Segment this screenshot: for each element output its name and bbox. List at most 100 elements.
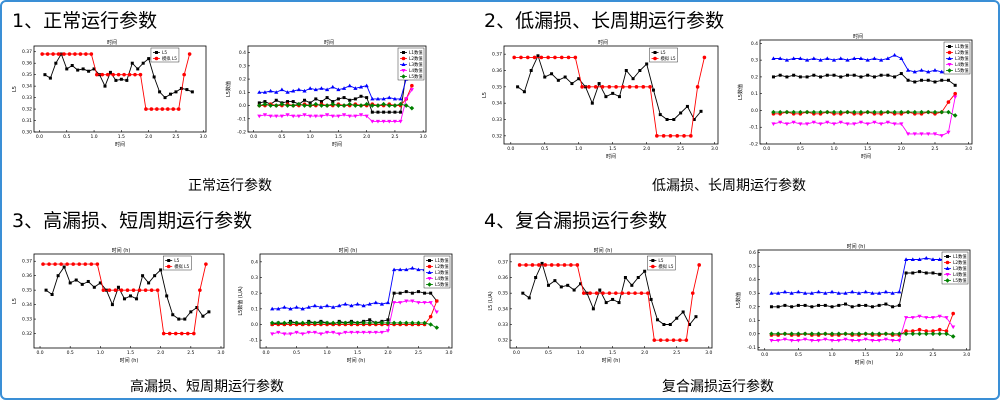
x-axis-label: 时间 (h) — [602, 357, 621, 364]
data-point — [575, 263, 580, 267]
data-point — [81, 67, 85, 71]
data-point — [899, 122, 904, 126]
data-point — [926, 69, 931, 74]
series-line — [519, 264, 700, 341]
data-point — [53, 262, 57, 266]
data-point — [771, 122, 776, 126]
data-point — [398, 267, 403, 272]
data-point — [71, 262, 76, 266]
data-point — [885, 109, 891, 115]
y-tick-label: 0.35 — [22, 288, 32, 294]
data-point — [546, 55, 550, 60]
data-point — [204, 262, 208, 266]
data-point — [771, 75, 775, 79]
data-point — [562, 263, 567, 267]
data-point — [373, 330, 378, 335]
data-point — [133, 72, 137, 77]
data-point — [877, 291, 882, 295]
series-line — [773, 93, 956, 115]
data-point — [74, 278, 78, 282]
data-point — [370, 96, 375, 101]
legend-label: L1数值 — [955, 43, 969, 50]
data-point — [953, 95, 958, 100]
data-point — [879, 122, 884, 126]
data-point — [119, 77, 123, 81]
data-point — [296, 114, 301, 119]
x-tick-label: 0.5 — [545, 350, 552, 356]
data-point — [798, 109, 803, 115]
data-point — [823, 291, 828, 295]
data-point — [662, 323, 666, 326]
data-point — [410, 83, 414, 88]
y-tick-label: 0.34 — [22, 302, 32, 308]
y-tick-label: 0.2 — [239, 77, 246, 83]
x-tick-label: 3.0 — [420, 134, 427, 140]
data-point — [905, 132, 911, 137]
x-tick-label: 2.0 — [384, 350, 391, 356]
data-point — [675, 316, 679, 320]
x-tick-label: 0.5 — [541, 146, 548, 152]
data-point — [165, 294, 169, 298]
data-point — [932, 132, 938, 137]
y-tick-label: 0.34 — [498, 306, 508, 312]
data-point — [282, 332, 287, 336]
data-point — [270, 332, 275, 336]
x-axis-label: 时间 (h) — [855, 359, 874, 366]
data-point — [588, 291, 592, 295]
data-point — [912, 132, 917, 137]
chart-title: 时间 (h) — [594, 247, 613, 254]
data-point — [684, 338, 689, 342]
data-point — [341, 86, 347, 90]
data-point — [353, 86, 358, 90]
data-point — [160, 107, 165, 111]
data-point — [946, 109, 951, 115]
series-line — [771, 257, 954, 294]
data-point — [816, 289, 821, 294]
data-point — [296, 87, 301, 92]
data-point — [391, 267, 397, 272]
data-point — [404, 290, 408, 294]
series-line — [773, 72, 956, 86]
data-point — [556, 263, 560, 267]
data-point — [843, 291, 848, 295]
data-point — [776, 291, 781, 295]
data-point — [398, 119, 403, 124]
data-point — [614, 85, 618, 89]
y-tick-label: 0.32 — [22, 107, 32, 113]
x-tick-label: 1.0 — [828, 352, 835, 358]
series-2 — [512, 55, 707, 138]
data-point — [65, 67, 69, 71]
data-point — [918, 270, 922, 274]
data-point — [910, 329, 915, 333]
data-point — [392, 291, 396, 295]
data-point — [62, 52, 66, 56]
data-point — [769, 339, 774, 343]
data-point — [274, 98, 278, 102]
series-1 — [769, 270, 955, 309]
data-point — [318, 305, 324, 309]
data-point — [422, 320, 427, 326]
legend-marker — [401, 62, 406, 66]
data-point — [398, 301, 403, 305]
data-point — [361, 320, 366, 326]
data-point — [805, 75, 809, 79]
data-point — [269, 320, 275, 326]
plot-frame — [33, 45, 207, 133]
legend-marker — [428, 259, 431, 262]
data-point — [404, 97, 409, 102]
y-tick-label: 0.32 — [498, 338, 508, 344]
data-point — [604, 95, 608, 99]
x-tick-label: 2.5 — [391, 134, 398, 140]
data-point — [56, 52, 61, 56]
data-point — [110, 303, 114, 307]
data-point — [342, 96, 346, 100]
data-point — [831, 58, 837, 62]
data-point — [630, 283, 634, 287]
x-tick-label: 1.5 — [354, 350, 361, 356]
data-point — [905, 109, 911, 115]
data-point — [136, 67, 140, 71]
data-point — [312, 303, 317, 308]
data-point — [939, 69, 944, 74]
legend-label: L4数值 — [409, 67, 423, 74]
data-point — [870, 305, 874, 309]
